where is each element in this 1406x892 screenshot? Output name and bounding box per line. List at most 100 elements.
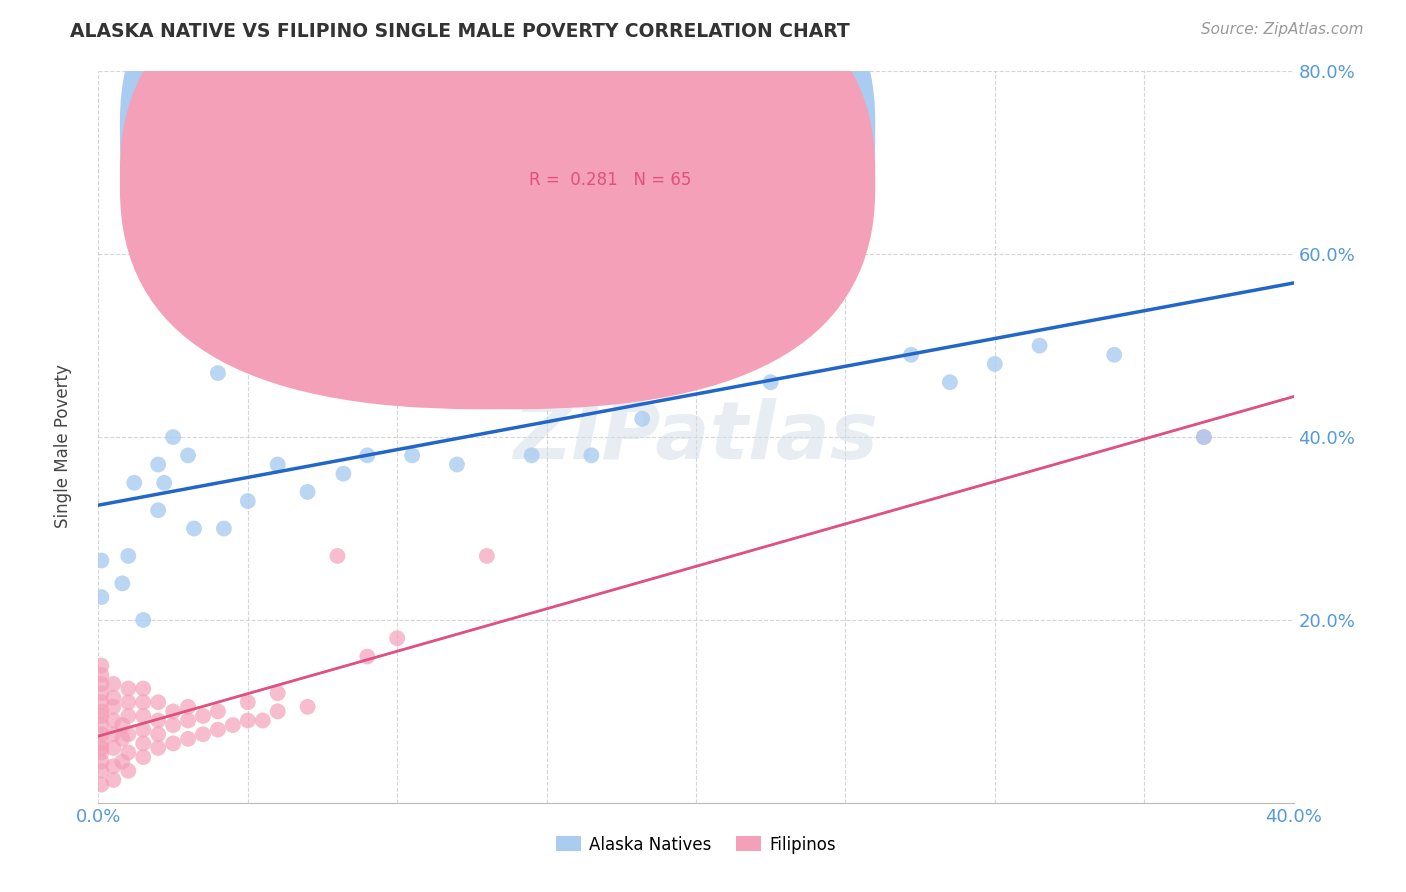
- Point: [541, 137, 564, 152]
- Legend: Alaska Natives, Filipinos: Alaska Natives, Filipinos: [548, 829, 844, 860]
- Point: [207, 705, 229, 719]
- Point: [900, 348, 922, 362]
- Point: [177, 714, 200, 728]
- Point: [177, 731, 200, 746]
- Point: [162, 430, 184, 444]
- Point: [90, 736, 112, 750]
- Point: [162, 718, 184, 732]
- Point: [385, 632, 409, 646]
- Point: [252, 714, 274, 728]
- Point: [90, 705, 112, 719]
- Point: [222, 718, 245, 732]
- Point: [90, 718, 112, 732]
- Point: [103, 699, 125, 714]
- Point: [90, 740, 112, 755]
- Point: [132, 736, 155, 750]
- Point: [267, 458, 290, 472]
- Point: [177, 448, 200, 462]
- Point: [281, 338, 304, 352]
- Point: [1028, 338, 1050, 352]
- Point: [117, 746, 139, 760]
- Text: R =  0.281   N = 65: R = 0.281 N = 65: [529, 170, 690, 188]
- Point: [191, 727, 214, 741]
- Point: [132, 613, 155, 627]
- Point: [103, 759, 125, 773]
- Point: [117, 709, 139, 723]
- Point: [326, 549, 349, 563]
- Point: [177, 699, 200, 714]
- Point: [103, 772, 125, 787]
- Point: [1192, 430, 1215, 444]
- Point: [117, 727, 139, 741]
- Point: [721, 338, 744, 352]
- Point: [191, 709, 214, 723]
- Point: [124, 475, 146, 490]
- Point: [685, 357, 707, 371]
- Point: [132, 723, 155, 737]
- Point: [148, 727, 170, 741]
- Text: Single Male Poverty: Single Male Poverty: [55, 364, 72, 528]
- Point: [356, 649, 378, 664]
- Point: [148, 740, 170, 755]
- Point: [939, 375, 962, 389]
- Point: [117, 549, 139, 563]
- Point: [148, 458, 170, 472]
- Point: [297, 485, 319, 500]
- Point: [491, 311, 513, 326]
- Point: [90, 677, 112, 691]
- Point: [132, 709, 155, 723]
- Text: Source: ZipAtlas.com: Source: ZipAtlas.com: [1201, 22, 1364, 37]
- Point: [332, 467, 354, 481]
- Point: [581, 448, 603, 462]
- Point: [132, 695, 155, 709]
- Point: [117, 764, 139, 778]
- FancyBboxPatch shape: [451, 94, 792, 207]
- Point: [841, 247, 863, 261]
- FancyBboxPatch shape: [120, 0, 876, 409]
- Point: [475, 549, 498, 563]
- Point: [111, 576, 134, 591]
- Point: [90, 755, 112, 769]
- Point: [148, 695, 170, 709]
- Point: [212, 521, 235, 535]
- Point: [90, 746, 112, 760]
- Point: [117, 695, 139, 709]
- Point: [103, 690, 125, 705]
- Point: [90, 686, 112, 700]
- Point: [90, 553, 112, 567]
- Point: [90, 727, 112, 741]
- Point: [111, 718, 134, 732]
- Text: R =  0.557   N = 37: R = 0.557 N = 37: [529, 121, 690, 140]
- Point: [984, 357, 1007, 371]
- Point: [90, 764, 112, 778]
- Point: [356, 448, 378, 462]
- Point: [236, 695, 259, 709]
- Point: [1104, 348, 1126, 362]
- Point: [183, 521, 205, 535]
- Point: [1192, 430, 1215, 444]
- Point: [90, 778, 112, 792]
- Point: [759, 375, 782, 389]
- Point: [297, 699, 319, 714]
- Point: [132, 681, 155, 696]
- Point: [90, 658, 112, 673]
- Point: [117, 681, 139, 696]
- Point: [111, 731, 134, 746]
- Point: [90, 590, 112, 604]
- Point: [631, 412, 654, 426]
- Point: [267, 705, 290, 719]
- Text: ALASKA NATIVE VS FILIPINO SINGLE MALE POVERTY CORRELATION CHART: ALASKA NATIVE VS FILIPINO SINGLE MALE PO…: [70, 22, 851, 41]
- Point: [236, 494, 259, 508]
- Point: [103, 677, 125, 691]
- Point: [207, 723, 229, 737]
- Point: [111, 755, 134, 769]
- Point: [162, 736, 184, 750]
- Text: ZIPatlas: ZIPatlas: [513, 398, 879, 476]
- Point: [162, 705, 184, 719]
- Point: [103, 727, 125, 741]
- FancyBboxPatch shape: [120, 0, 876, 360]
- Point: [132, 750, 155, 764]
- Point: [153, 475, 176, 490]
- Point: [103, 740, 125, 755]
- Point: [103, 714, 125, 728]
